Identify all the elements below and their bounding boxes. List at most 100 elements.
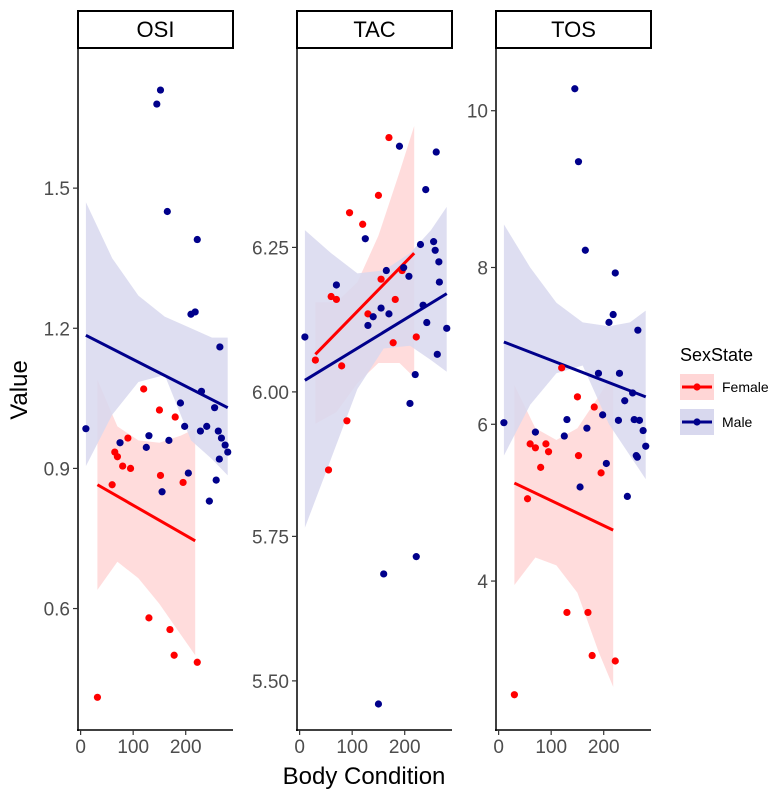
point-male-osi bbox=[212, 476, 220, 484]
point-male-osi bbox=[191, 308, 199, 316]
point-male-tos bbox=[500, 419, 508, 427]
ci-band-male-osi bbox=[85, 202, 228, 476]
point-female-tos bbox=[526, 440, 534, 448]
y-tick-label-osi: 1.5 bbox=[44, 179, 70, 200]
fit-line-male-tos bbox=[503, 340, 647, 399]
point-male-osi bbox=[214, 427, 222, 435]
point-male-tos bbox=[599, 411, 607, 419]
point-male-tos bbox=[642, 442, 650, 450]
x-axis-label: Body Condition bbox=[283, 763, 446, 790]
ci-band-female-tos bbox=[514, 373, 614, 687]
point-male-osi bbox=[145, 432, 153, 440]
point-male-tac bbox=[412, 553, 420, 561]
y-tick-label-tac: 6.25 bbox=[252, 238, 289, 259]
y-tick-label-tac: 5.50 bbox=[252, 672, 289, 693]
point-male-tac bbox=[435, 278, 443, 286]
point-male-tac bbox=[433, 350, 441, 358]
point-female-tac bbox=[343, 417, 351, 425]
point-male-osi bbox=[196, 427, 205, 435]
x-tick-label-osi: 0 bbox=[75, 737, 86, 758]
point-male-osi bbox=[216, 343, 224, 351]
point-female-tac bbox=[377, 275, 385, 283]
point-male-tos bbox=[630, 415, 638, 424]
panel-osi: OSI 0.6 0.9 1.2 1.5 0 100 200 bbox=[44, 10, 234, 758]
point-male-tac bbox=[419, 301, 427, 309]
x-tick-label-tac: 0 bbox=[294, 737, 305, 758]
y-tick-label-osi: 0.6 bbox=[44, 600, 70, 621]
y-tick-label-osi: 0.9 bbox=[44, 459, 70, 480]
point-female-tac bbox=[311, 356, 319, 364]
point-female-tos bbox=[574, 452, 583, 460]
point-female-tac bbox=[332, 295, 341, 304]
point-male-tac bbox=[423, 318, 431, 327]
legend-label-female: Female bbox=[722, 379, 769, 395]
legend-key-male-point bbox=[693, 418, 701, 426]
y-tick-label-osi: 1.2 bbox=[44, 319, 70, 340]
point-female-osi bbox=[171, 413, 179, 421]
point-male-tos bbox=[563, 415, 571, 424]
point-male-tos bbox=[614, 416, 623, 424]
point-male-osi bbox=[181, 422, 189, 430]
point-female-tos bbox=[584, 608, 592, 617]
point-male-osi bbox=[165, 436, 173, 444]
point-male-osi bbox=[82, 425, 90, 433]
point-female-osi bbox=[166, 625, 174, 634]
strip-label-osi: OSI bbox=[137, 17, 175, 42]
point-female-osi bbox=[145, 614, 153, 622]
ci-band-female-osi bbox=[97, 379, 196, 656]
point-male-osi bbox=[217, 434, 226, 442]
point-male-osi bbox=[215, 455, 223, 463]
point-male-tos bbox=[581, 246, 589, 254]
x-tick-label-tac: 100 bbox=[336, 737, 368, 758]
y-tick-label-tos: 10 bbox=[467, 102, 488, 123]
point-female-osi bbox=[126, 464, 135, 473]
point-female-osi bbox=[93, 693, 102, 701]
point-female-osi bbox=[170, 651, 178, 659]
point-male-tac bbox=[395, 142, 404, 150]
point-male-tos bbox=[531, 428, 540, 436]
y-tick-label-tac: 5.75 bbox=[252, 527, 289, 548]
point-male-tac bbox=[405, 272, 413, 280]
point-male-tac bbox=[385, 310, 393, 318]
y-tick-label-tos: 4 bbox=[477, 572, 488, 593]
point-male-tac bbox=[435, 258, 443, 266]
point-male-tac bbox=[406, 399, 414, 408]
y-tick-label-tos: 6 bbox=[477, 415, 488, 436]
y-axis-label: Value bbox=[6, 360, 33, 420]
point-female-tos bbox=[590, 403, 598, 411]
point-male-tos bbox=[633, 453, 641, 461]
fit-line-female-osi bbox=[96, 483, 196, 543]
point-male-tos bbox=[571, 85, 579, 93]
point-male-osi bbox=[116, 439, 124, 447]
point-male-tos bbox=[574, 158, 583, 166]
x-tick-label-osi: 100 bbox=[117, 737, 149, 758]
point-female-tos bbox=[542, 440, 550, 448]
x-tick-label-tac: 200 bbox=[389, 737, 421, 758]
point-male-osi bbox=[205, 497, 213, 505]
point-female-tac bbox=[359, 220, 367, 228]
strip-osi bbox=[77, 10, 234, 49]
point-female-tac bbox=[385, 133, 393, 142]
y-tick-label-tac: 6.00 bbox=[252, 383, 289, 404]
point-male-tac bbox=[361, 235, 369, 243]
point-female-osi bbox=[179, 478, 187, 487]
point-male-tos bbox=[594, 369, 603, 377]
point-male-tos bbox=[623, 492, 631, 500]
point-male-osi bbox=[211, 404, 219, 412]
point-male-tos bbox=[629, 389, 637, 397]
point-male-tos bbox=[635, 416, 644, 424]
point-female-tos bbox=[563, 608, 571, 617]
point-male-osi bbox=[224, 448, 232, 456]
point-male-tos bbox=[611, 269, 619, 277]
point-male-tac bbox=[380, 570, 388, 578]
point-male-tac bbox=[411, 370, 419, 379]
point-male-osi bbox=[176, 399, 185, 407]
point-male-tos bbox=[621, 397, 629, 405]
point-female-tos bbox=[544, 448, 553, 456]
point-female-tac bbox=[374, 191, 383, 199]
point-female-tos bbox=[588, 651, 596, 660]
point-female-tac bbox=[364, 310, 372, 318]
